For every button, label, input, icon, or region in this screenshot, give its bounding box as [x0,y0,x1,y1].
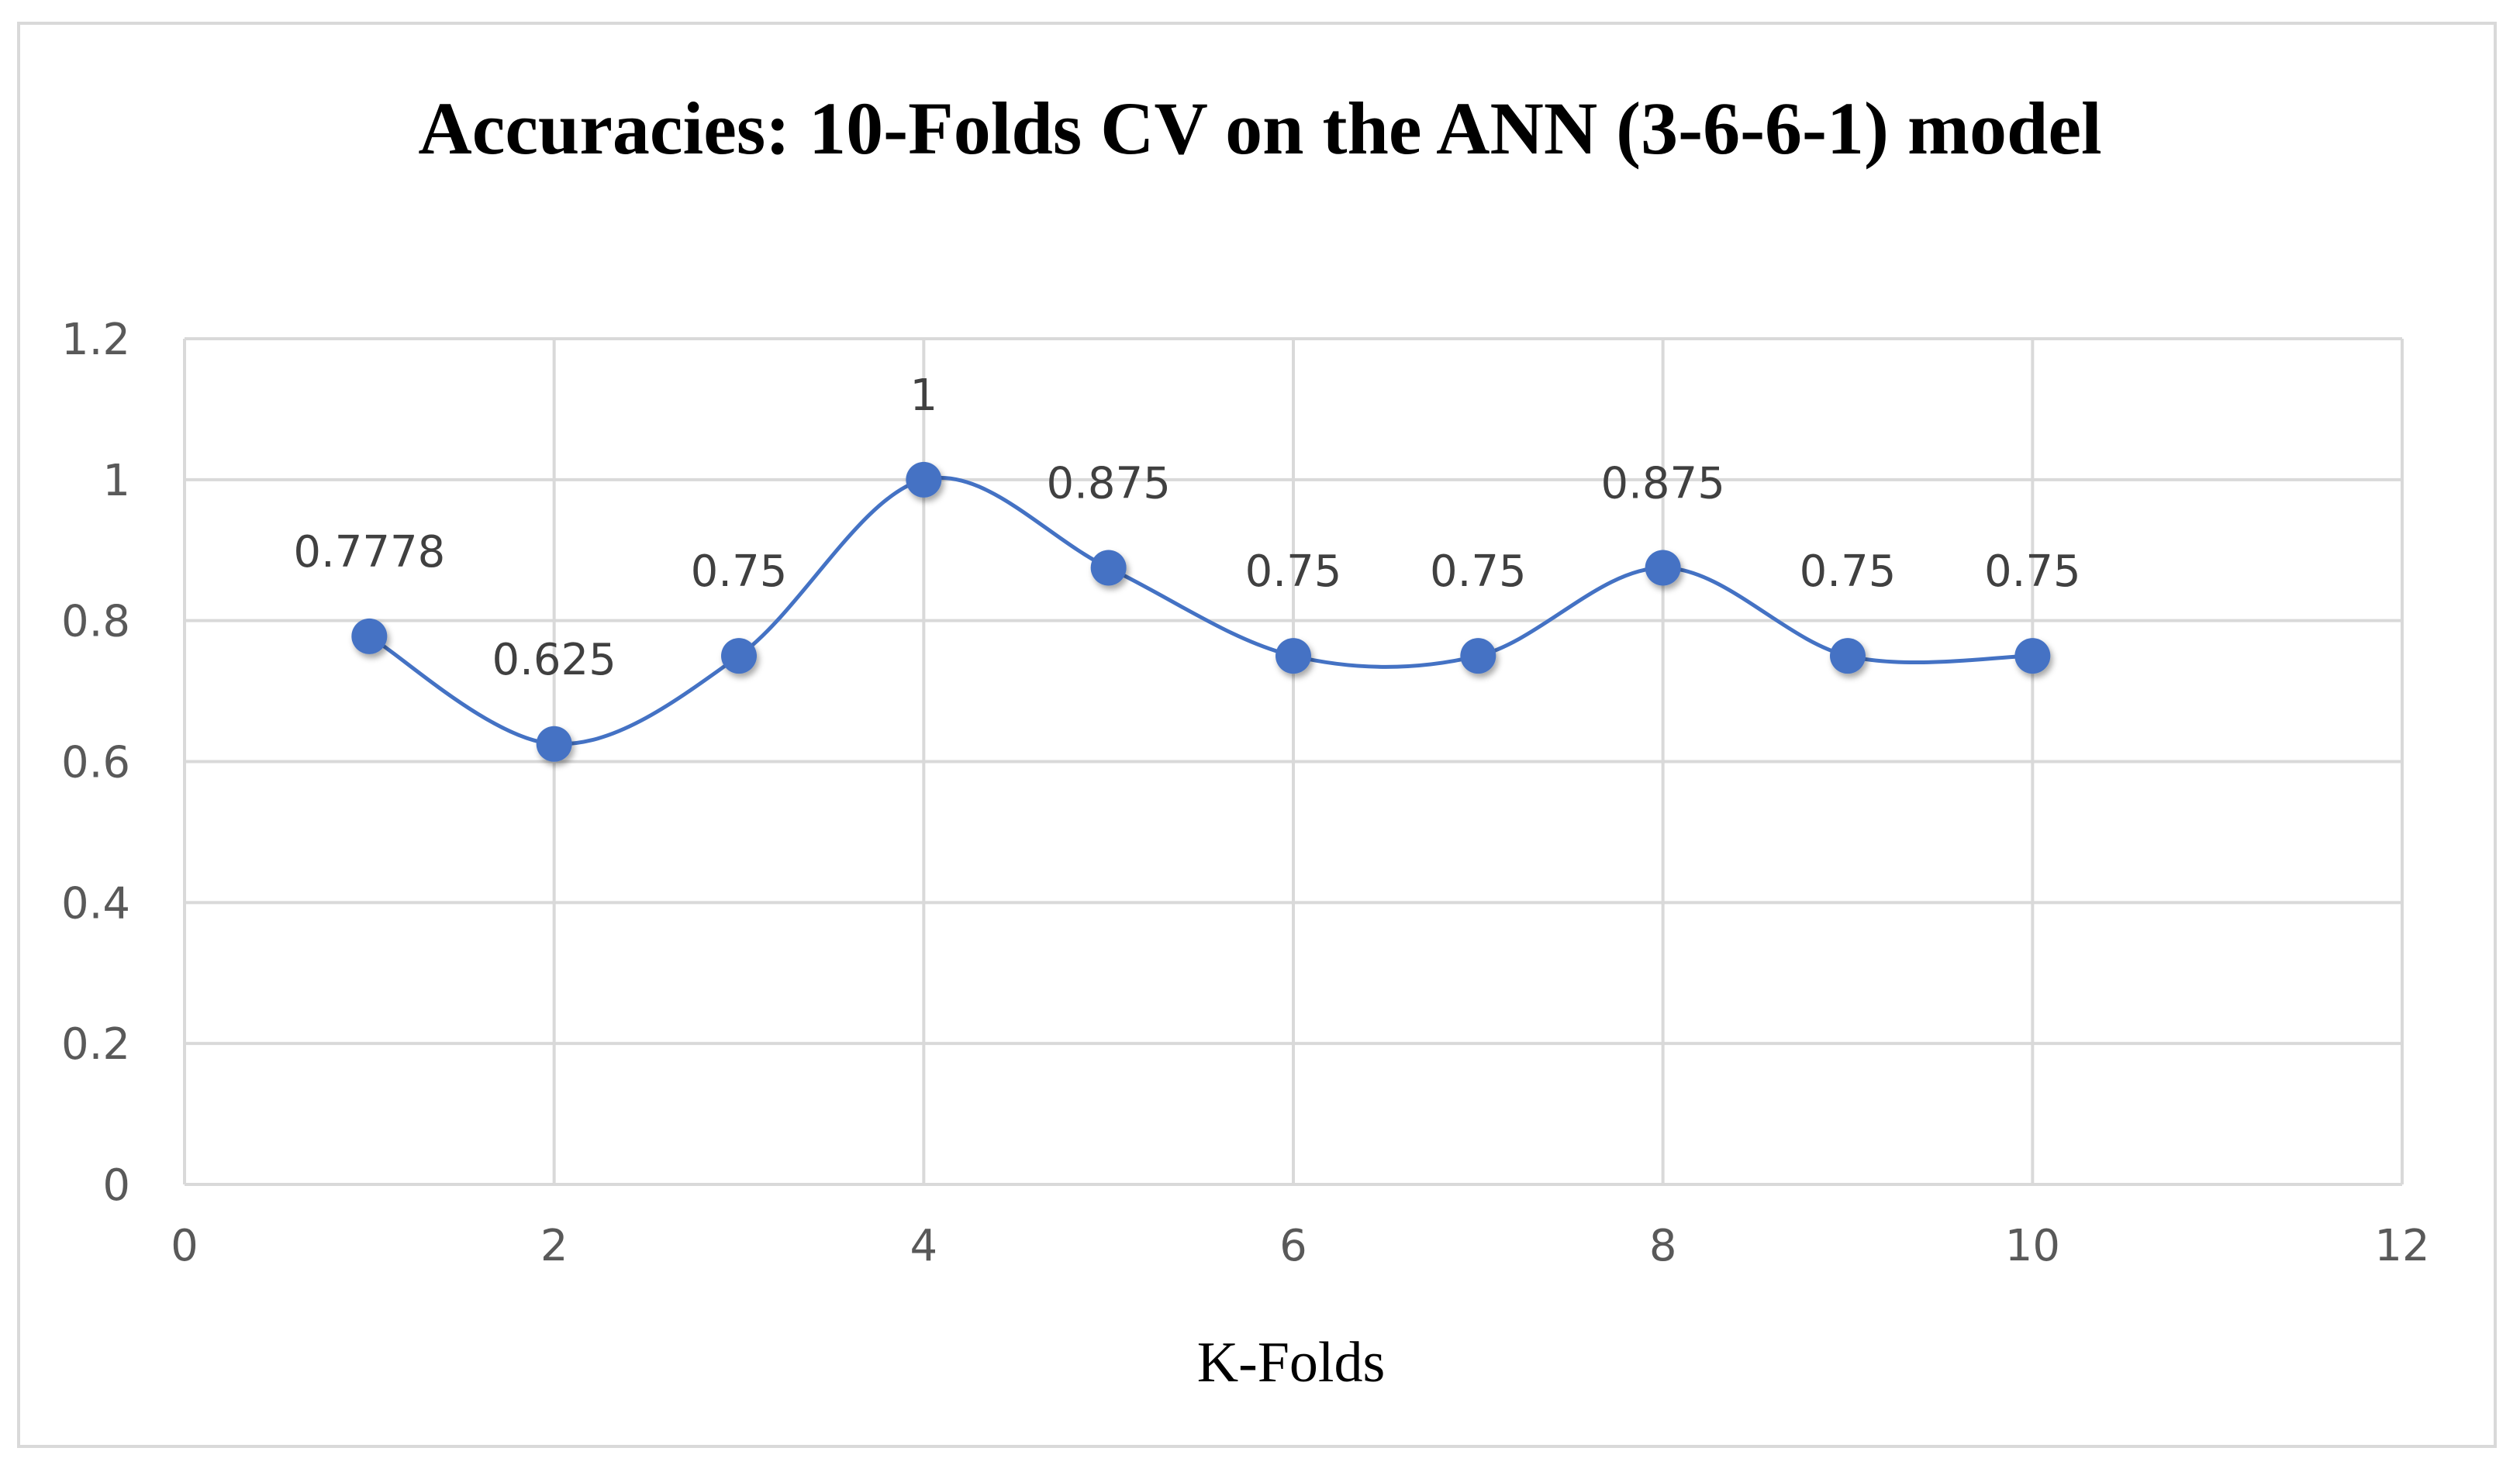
data-label: 0.7778 [293,527,445,577]
y-tick-label: 0.2 [61,1019,130,1070]
y-tick-label: 0.4 [61,878,130,929]
data-label: 0.625 [492,635,616,685]
data-point [1276,638,1311,674]
data-label: 0.75 [1800,546,1897,597]
data-point [2014,638,2051,674]
chart-title: Accuracies: 10-Folds CV on the ANN (3-6-… [418,87,2101,170]
axis-tick-labels: 0 0.2 0.4 0.6 0.8 1 1.2 0 2 4 6 8 10 12 [61,315,2430,1271]
data-label: 0.75 [1430,546,1527,597]
data-point [1830,638,1866,674]
y-tick-label: 0.8 [61,597,130,647]
x-tick-label: 12 [2374,1221,2429,1271]
y-tick-label: 1.2 [61,315,130,365]
data-label: 1 [910,371,938,421]
data-label: 0.75 [691,546,788,597]
data-labels: 0.7778 0.625 0.75 1 0.875 0.75 0.75 0.875 0.75 0.… [293,371,2080,685]
series-layer [351,461,2051,762]
data-point [1460,638,1496,674]
x-tick-label: 6 [1279,1221,1307,1271]
x-axis-title: K-Folds [1197,1331,1386,1394]
data-label: 0.875 [1047,458,1171,508]
x-tick-label: 10 [2005,1221,2060,1271]
x-tick-label: 0 [171,1221,198,1271]
data-label: 0.75 [1984,546,2081,597]
chart-frame [17,22,2497,1448]
y-tick-label: 0 [102,1160,130,1211]
data-point [1645,550,1681,586]
x-tick-label: 2 [540,1221,568,1271]
data-label: 0.75 [1245,546,1342,597]
y-tick-label: 1 [102,456,130,506]
data-point [1090,550,1127,586]
x-tick-label: 8 [1649,1221,1677,1271]
y-tick-label: 0.6 [61,738,130,788]
data-point [721,638,757,674]
data-point [536,726,572,762]
data-label: 0.875 [1601,458,1725,508]
data-point [906,461,942,498]
data-point [351,618,388,654]
series-line [368,475,2033,746]
gridlines [183,337,2404,1186]
x-tick-label: 4 [910,1221,938,1271]
